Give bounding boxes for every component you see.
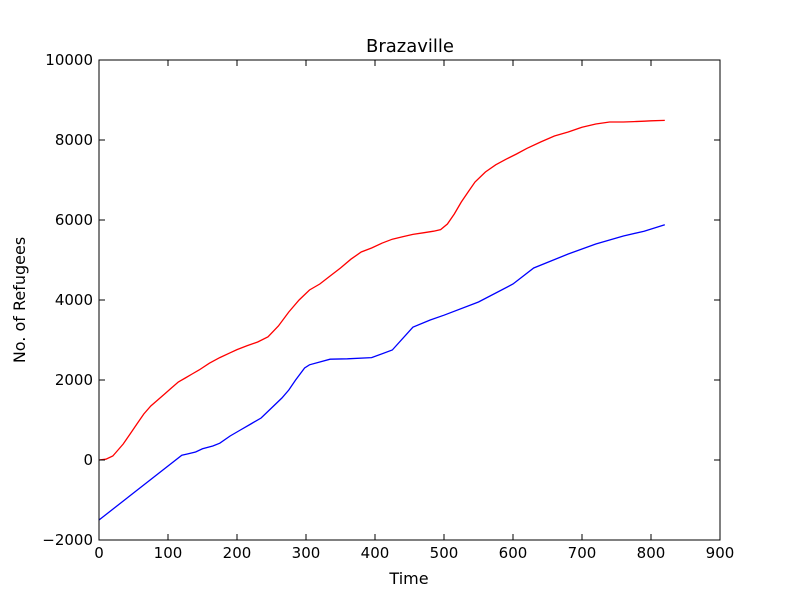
x-tick-label: 600 (499, 544, 528, 562)
ticks-layer: 0 100 200 300 400 500 600 700 800 900−20000200040… (42, 51, 734, 562)
chart-title: Brazaville (366, 36, 454, 57)
y-tick-label: 6000 (55, 211, 93, 229)
y-axis-label: No. of Refugees (10, 237, 29, 363)
x-tick-label: 300 (292, 544, 321, 562)
x-tick-label: 100 (154, 544, 183, 562)
y-tick-label: 2000 (55, 371, 93, 389)
x-tick-label: 500 (430, 544, 459, 562)
x-tick-label: 800 (637, 544, 666, 562)
series-layer (98, 119, 665, 521)
y-tick-label: 10000 (45, 51, 93, 69)
x-tick-label: 0 (94, 544, 104, 562)
x-tick-label: 700 (568, 544, 597, 562)
y-tick-label: 8000 (55, 131, 93, 149)
x-tick-label: 400 (361, 544, 390, 562)
y-tick-label: 4000 (55, 291, 93, 309)
series-line-1 (98, 119, 665, 461)
series-line-2 (98, 224, 665, 521)
y-tick-label: −2000 (42, 531, 93, 549)
x-tick-label: 200 (223, 544, 252, 562)
plot-frame (98, 59, 721, 541)
x-tick-label: 900 (706, 544, 735, 562)
x-axis-label: Time (388, 569, 428, 588)
y-tick-label: 0 (83, 451, 93, 469)
